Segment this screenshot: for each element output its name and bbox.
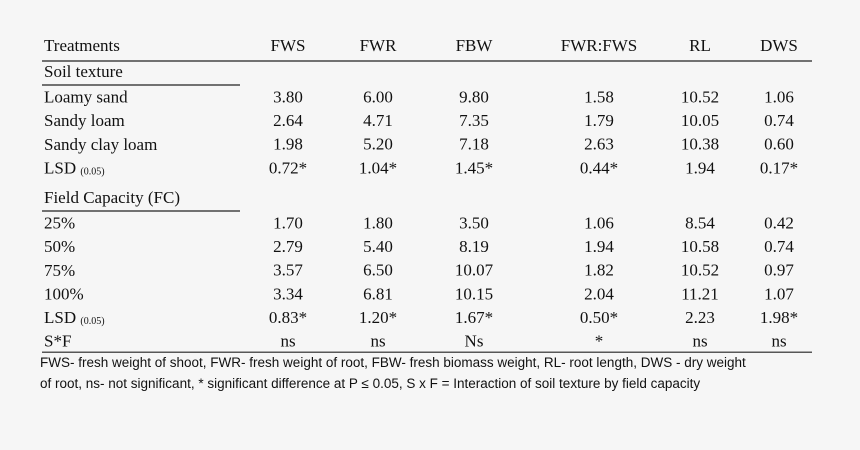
cell: 8.54 <box>685 214 715 233</box>
cell: 0.74 <box>764 237 794 256</box>
section-title: Field Capacity (FC) <box>44 188 180 207</box>
row-label: LSD (0.05) <box>44 158 105 177</box>
cell: 3.57 <box>273 261 303 280</box>
cell: * <box>595 332 604 351</box>
row-label-text: 25% <box>44 214 75 233</box>
row-label: 75% <box>44 261 75 280</box>
row-label: 50% <box>44 237 75 256</box>
cell: 1.82 <box>584 261 614 280</box>
cell: 1.06 <box>764 88 794 107</box>
row-label: LSD (0.05) <box>44 308 105 327</box>
cell: 1.70 <box>273 214 303 233</box>
cell: ns <box>692 332 707 351</box>
column-header: RL <box>689 36 711 55</box>
cell: 3.34 <box>273 284 303 303</box>
cell: 3.50 <box>459 214 489 233</box>
cell: 1.67* <box>455 308 493 327</box>
cell: 0.17* <box>760 158 798 177</box>
cell: 4.71 <box>363 111 393 130</box>
cell: 0.60 <box>764 135 794 154</box>
cell: 10.52 <box>681 261 719 280</box>
cell: 10.15 <box>455 284 493 303</box>
row-label-text: 50% <box>44 237 75 256</box>
row-label-text: LSD <box>44 308 76 327</box>
row-label-text: 75% <box>44 261 75 280</box>
cell: 0.72* <box>269 158 307 177</box>
column-header: DWS <box>760 36 798 55</box>
cell: 1.80 <box>363 214 393 233</box>
cell: 7.35 <box>459 111 489 130</box>
cell: 0.97 <box>764 261 794 280</box>
cell: 1.94 <box>685 158 715 177</box>
cell: 1.04* <box>359 158 397 177</box>
cell: 1.98 <box>273 135 303 154</box>
cell: 1.07 <box>764 284 794 303</box>
row-label-text: Sandy clay loam <box>44 135 157 154</box>
cell: 1.58 <box>584 88 614 107</box>
cell: 6.00 <box>363 88 393 107</box>
row-label: Sandy loam <box>44 111 125 130</box>
cell: 2.64 <box>273 111 303 130</box>
cell: 1.79 <box>584 111 614 130</box>
row-label: 100% <box>44 284 84 303</box>
row-label-text: LSD <box>44 158 76 177</box>
cell: 10.05 <box>681 111 719 130</box>
row-label: 25% <box>44 214 75 233</box>
cell: 2.63 <box>584 135 614 154</box>
cell: 1.45* <box>455 158 493 177</box>
cell: 2.79 <box>273 237 303 256</box>
cell: 1.98* <box>760 308 798 327</box>
section-title: Soil texture <box>44 62 123 81</box>
cell: 5.20 <box>363 135 393 154</box>
row-label-text: Loamy sand <box>44 88 128 107</box>
cell: 2.04 <box>584 284 614 303</box>
row-label: Sandy clay loam <box>44 135 157 154</box>
cell: ns <box>280 332 295 351</box>
cell: 9.80 <box>459 88 489 107</box>
row-label-subscript: (0.05) <box>80 167 104 178</box>
footnote: FWS- fresh weight of shoot, FWR- fresh w… <box>40 355 746 370</box>
cell: 6.50 <box>363 261 393 280</box>
cell: 7.18 <box>459 135 489 154</box>
row-label: S*F <box>44 332 71 351</box>
cell: Ns <box>465 332 484 351</box>
cell: 1.94 <box>584 237 614 256</box>
cell: 6.81 <box>363 284 393 303</box>
cell: 0.50* <box>580 308 618 327</box>
column-header: FWR <box>360 36 398 55</box>
cell: 8.19 <box>459 237 489 256</box>
cell: 5.40 <box>363 237 393 256</box>
column-header: FWS <box>271 36 306 55</box>
cell: 10.07 <box>455 261 494 280</box>
cell: 0.74 <box>764 111 794 130</box>
cell: 10.52 <box>681 88 719 107</box>
cell: ns <box>771 332 786 351</box>
row-label-text: S*F <box>44 332 71 351</box>
column-header: Treatments <box>44 36 120 55</box>
cell: 3.80 <box>273 88 303 107</box>
row-label-text: 100% <box>44 284 84 303</box>
column-header: FBW <box>456 36 494 55</box>
row-label-subscript: (0.05) <box>80 316 104 327</box>
cell: 0.83* <box>269 308 307 327</box>
column-header: FWR:FWS <box>561 36 638 55</box>
row-label-text: Sandy loam <box>44 111 125 130</box>
cell: ns <box>370 332 385 351</box>
row-label: Loamy sand <box>44 88 128 107</box>
footnote: of root, ns- not significant, * signific… <box>40 376 700 391</box>
cell: 0.44* <box>580 158 618 177</box>
cell: 1.06 <box>584 214 614 233</box>
cell: 11.21 <box>681 284 719 303</box>
cell: 2.23 <box>685 308 715 327</box>
cell: 10.58 <box>681 237 719 256</box>
cell: 1.20* <box>359 308 397 327</box>
cell: 10.38 <box>681 135 719 154</box>
cell: 0.42 <box>764 214 794 233</box>
